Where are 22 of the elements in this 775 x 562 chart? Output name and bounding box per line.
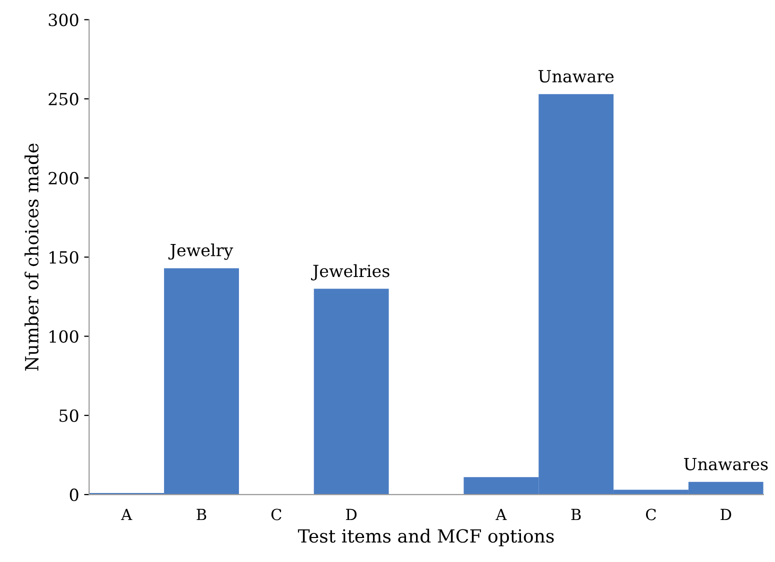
data-label: Unawares	[684, 458, 768, 470]
y-tick-label: 300	[48, 14, 78, 26]
x-tick-label: C	[271, 508, 282, 520]
bar	[314, 288, 389, 495]
y-tick-label: 100	[50, 330, 78, 343]
data-label: Jewelries	[311, 264, 390, 280]
y-tick-label: 200	[48, 172, 78, 185]
x-tick-label: D	[346, 508, 357, 520]
x-tick-label: D	[720, 508, 732, 520]
x-tick-label: C	[646, 508, 656, 520]
y-tick-label: 0	[70, 488, 78, 502]
x-tick-label: A	[120, 508, 132, 520]
y-tick-label: 50	[60, 409, 78, 422]
y-tick-label: 150	[50, 251, 78, 264]
y-axis-title: Number of choices made	[24, 144, 39, 371]
data-label: Jewelry	[168, 243, 234, 260]
x-tick-label: A	[496, 508, 507, 520]
x-tick-label: B	[571, 508, 581, 520]
y-tick-label: 250	[48, 92, 78, 106]
x-tick-label: B	[196, 508, 206, 520]
data-label: Unaware	[538, 70, 614, 83]
x-axis-title: Test items and MCF options	[298, 528, 554, 546]
